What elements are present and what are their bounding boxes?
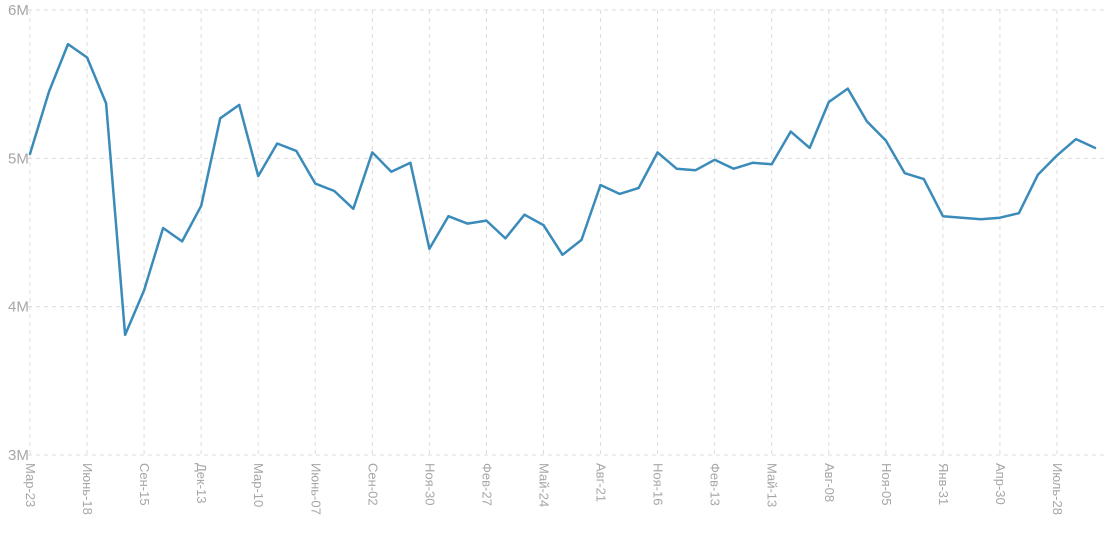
- x-axis-tick-label: Авг-08: [822, 463, 837, 502]
- y-axis-tick-label: 6M: [8, 2, 29, 19]
- x-axis-tick-label: Янв-31: [936, 463, 951, 505]
- x-axis-tick-label: Июнь-07: [308, 463, 323, 515]
- x-axis-tick-label: Июнь-18: [80, 463, 95, 515]
- x-axis-tick-label: Фев-27: [479, 463, 494, 506]
- x-axis-tick-label: Дек-13: [194, 463, 209, 504]
- x-axis-tick-label: Апр-30: [993, 463, 1008, 505]
- x-axis-tick-label: Ноя-16: [651, 463, 666, 505]
- series-line: [28, 42, 1097, 337]
- x-axis-tick-label: Май-24: [536, 463, 551, 507]
- y-axis-tick-label: 4M: [8, 299, 29, 316]
- x-axis-tick-label: Ноя-05: [879, 463, 894, 505]
- x-axis-tick-label: Мар-23: [23, 463, 38, 507]
- x-axis-tick-label: Сен-02: [365, 463, 380, 506]
- x-axis-tick-label: Авг-21: [594, 463, 609, 502]
- x-axis-tick-label: Фев-13: [708, 463, 723, 506]
- x-axis-tick-label: Мар-10: [251, 463, 266, 507]
- x-axis-tick-label: Сен-15: [137, 463, 152, 506]
- y-axis-tick-label: 5M: [8, 150, 29, 167]
- y-axis-tick-label: 3M: [8, 447, 29, 464]
- x-axis-tick-label: Июль-28: [1050, 463, 1065, 515]
- x-axis-tick-label: Май-13: [765, 463, 780, 507]
- x-axis-tick-label: Ноя-30: [422, 463, 437, 505]
